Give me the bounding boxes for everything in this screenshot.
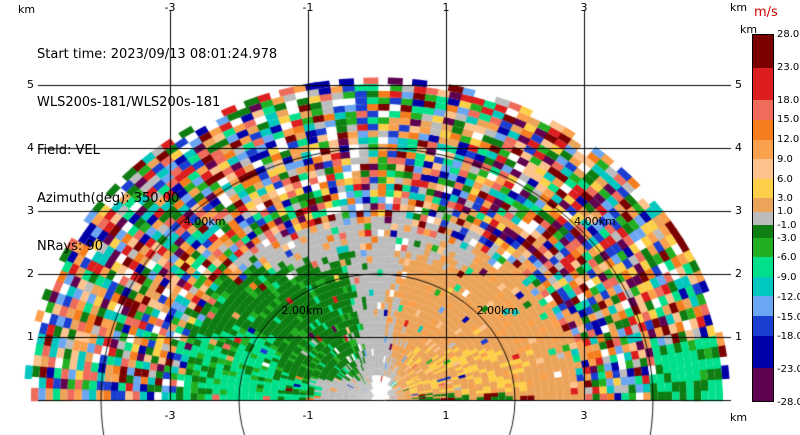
top-axis-unit-label: km — [730, 1, 748, 14]
colorbar-tick-label: -9.0 — [777, 272, 797, 284]
colorbar-tick-label: -23.0 — [777, 364, 800, 376]
x-tick-label-top: 3 — [580, 1, 588, 14]
colorbar-segment — [753, 178, 773, 199]
scan-info-block: Start time: 2023/09/13 08:01:24.978 WLS2… — [37, 15, 277, 287]
colorbar-segment — [753, 237, 773, 258]
x-tick-label-bottom: -1 — [302, 409, 314, 422]
annotation-start-time: Start time: 2023/09/13 08:01:24.978 — [37, 47, 278, 62]
y-tick-label-left: 3 — [27, 204, 34, 217]
x-tick-label-bottom: 3 — [580, 409, 588, 422]
annotation-nrays: NRays: 90 — [37, 239, 103, 254]
annotation-azimuth: Azimuth(deg): 350.00 — [37, 191, 180, 206]
colorbar-tick-label: 9.0 — [777, 153, 793, 165]
y-tick-label-left: 2 — [27, 267, 34, 280]
x-tick-label-top: -3 — [164, 1, 176, 14]
colorbar-tick-label: 18.0 — [777, 94, 800, 106]
colorbar-tick-label: -18.0 — [777, 331, 800, 343]
x-tick-label-bottom: -3 — [164, 409, 176, 422]
colorbar-segment — [753, 224, 773, 238]
y-tick-label-right: 2 — [735, 267, 742, 280]
colorbar-segment — [753, 276, 773, 297]
colorbar-tick-label: 1.0 — [777, 206, 793, 218]
colorbar-segment — [753, 35, 773, 68]
y-tick-label-right: 3 — [735, 204, 742, 217]
range-ring-label-right: 2.00km — [476, 303, 519, 317]
colorbar-segment — [753, 119, 773, 140]
colorbar-tick-label: 6.0 — [777, 173, 793, 185]
y-tick-label-left: 5 — [27, 78, 34, 91]
colorbar-tick-label: -15.0 — [777, 311, 800, 323]
colorbar-segment — [753, 139, 773, 160]
colorbar-segment — [753, 67, 773, 101]
colorbar-tick-label: -1.0 — [777, 219, 797, 231]
colorbar-tick-label: 23.0 — [777, 61, 800, 73]
colorbar-tick-label: -6.0 — [777, 252, 797, 264]
range-ring-label-left: 2.00km — [281, 303, 323, 317]
x-tick-label-top: -1 — [302, 1, 314, 14]
range-ring-label-right: 4.00km — [574, 214, 616, 228]
y-tick-label-right: 5 — [735, 78, 742, 91]
left-axis-unit-label: km — [18, 3, 36, 16]
colorbar-segment — [753, 159, 773, 179]
colorbar-unit-label: m/s — [754, 5, 778, 20]
colorbar-segment — [753, 316, 773, 336]
colorbar-segment — [753, 257, 773, 277]
annotation-instrument: WLS200s-181/WLS200s-181 — [37, 95, 221, 110]
colorbar-tick-label: 12.0 — [777, 134, 800, 146]
x-tick-label-bottom: 1 — [442, 409, 450, 422]
range-ring-label-left: 4.00km — [183, 214, 226, 228]
colorbar-segment — [753, 198, 773, 212]
bottom-axis-unit-label: km — [730, 411, 748, 424]
right-axis-unit-label: km — [740, 23, 758, 36]
y-tick-label-left: 1 — [27, 330, 34, 343]
colorbar-segment — [753, 335, 773, 369]
x-tick-label-top: 1 — [442, 1, 450, 14]
colorbar-tick-label: -3.0 — [777, 232, 797, 244]
colorbar-tick-label: 3.0 — [777, 193, 793, 205]
y-tick-label-right: 1 — [735, 330, 742, 343]
colorbar-segment — [753, 100, 773, 120]
colorbar-segment — [753, 296, 773, 317]
colorbar-tick-label: 15.0 — [777, 114, 800, 126]
colorbar-segment — [753, 368, 773, 402]
colorbar-tick-label: -12.0 — [777, 291, 800, 303]
colorbar — [752, 34, 774, 402]
annotation-field: Field: VEL — [37, 143, 100, 158]
colorbar-tick-label: -28.0 — [777, 397, 800, 408]
colorbar-tick-label: 28.0 — [777, 29, 800, 40]
colorbar-segment — [753, 211, 773, 225]
y-tick-label-left: 4 — [27, 141, 34, 154]
y-tick-label-right: 4 — [735, 141, 742, 154]
